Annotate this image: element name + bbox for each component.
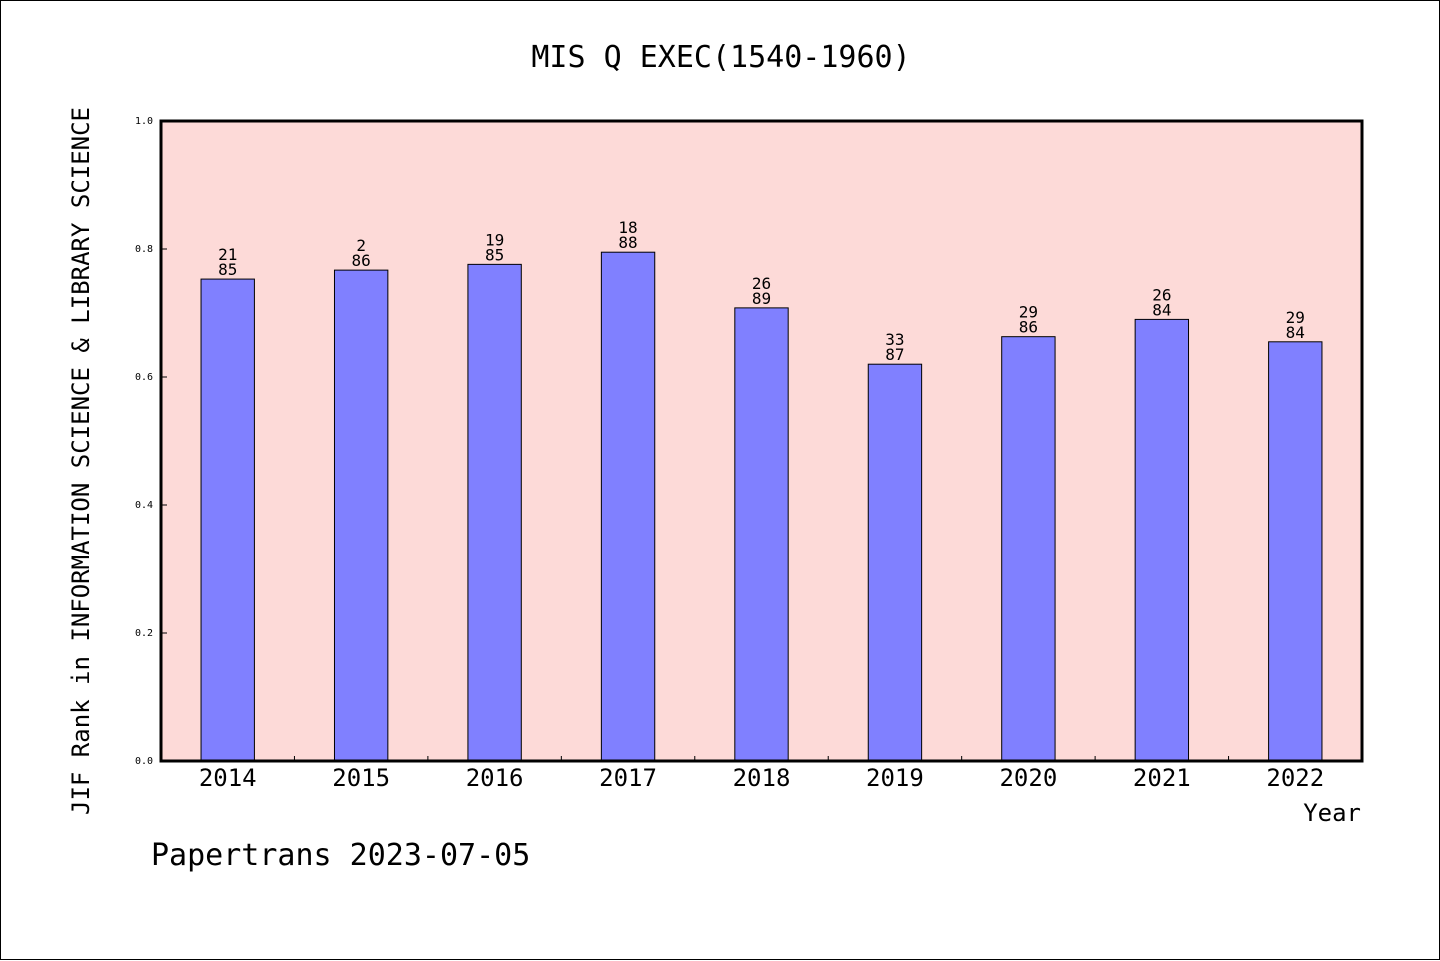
x-tick-label: 2021: [1133, 764, 1191, 792]
y-tick-label: 0.0: [135, 756, 153, 767]
bar-total-label: 84: [1152, 300, 1171, 319]
bar-2020: [1001, 336, 1056, 762]
x-axis-ticks: 2014 2015 2016 2017 2018 2019 2020 2021 2022: [199, 756, 1324, 792]
bar-2015: [333, 269, 389, 762]
bar-rank-label: 29: [1286, 308, 1305, 327]
y-tick-label: 0.2: [135, 628, 153, 639]
footer-text: Papertrans 2023-07-05: [151, 838, 530, 873]
x-tick-label: 2019: [866, 764, 924, 792]
bar-rank-label: 18: [618, 218, 637, 237]
bar-total-label: 85: [218, 260, 237, 279]
y-tick-label: 0.8: [135, 244, 153, 255]
bar-rank-label: 33: [885, 330, 904, 349]
x-tick-label: 2016: [466, 764, 524, 792]
bar-rank-label: 2: [356, 236, 366, 255]
x-tick-label: 2018: [733, 764, 791, 792]
bars-group: [200, 251, 1323, 762]
bar-2019: [867, 363, 923, 762]
x-tick-label: 2017: [599, 764, 657, 792]
bar-total-label: 89: [752, 289, 771, 308]
bar-total-label: 88: [618, 233, 637, 252]
bar-total-label: 86: [352, 251, 371, 270]
plot-border: [159, 119, 1364, 763]
bar-2014: [200, 278, 255, 762]
bar-2021: [1134, 318, 1190, 762]
bar-total-label: 84: [1286, 323, 1305, 342]
x-tick-label: 2020: [999, 764, 1057, 792]
bar-total-label: 85: [485, 245, 504, 264]
y-tick-label: 1.0: [135, 116, 153, 127]
x-tick-label: 2015: [332, 764, 390, 792]
bar-2017: [600, 251, 656, 762]
y-tick-label: 0.4: [135, 500, 153, 511]
x-tick-label: 2022: [1266, 764, 1324, 792]
bar-rank-label: 29: [1019, 303, 1038, 322]
bar-total-label: 87: [885, 345, 904, 364]
x-axis-label: Year: [1303, 799, 1361, 827]
bar-2016: [467, 263, 522, 762]
x-tick-label: 2014: [199, 764, 257, 792]
bar-total-label: 86: [1019, 318, 1038, 337]
bar-rank-label: 26: [752, 274, 771, 293]
y-axis-label: JIF Rank in INFORMATION SCIENCE & LIBRAR…: [67, 107, 95, 815]
bar-rank-label: 19: [485, 230, 504, 249]
bar-2022: [1268, 341, 1323, 762]
y-tick-label: 0.6: [135, 372, 153, 383]
chart-title: MIS Q EXEC(1540-1960): [531, 40, 910, 75]
bar-rank-label: 21: [218, 245, 237, 264]
bar-rank-label: 26: [1152, 285, 1171, 304]
bar-2018: [734, 307, 789, 762]
